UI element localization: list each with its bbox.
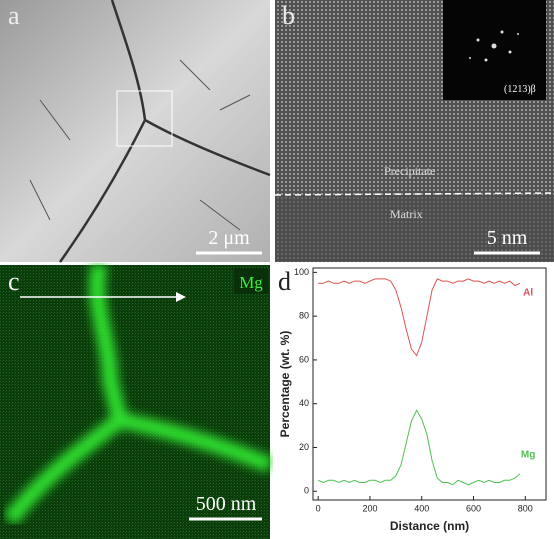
dislocations (29, 59, 251, 231)
annotation: Matrix (390, 207, 423, 221)
scale-bar-label: 500 nm (196, 493, 257, 515)
scale-bar-label: 2 μm (208, 227, 250, 249)
annotation: Precipitate (384, 164, 435, 178)
matrix-region (275, 195, 554, 262)
element-box (234, 268, 268, 294)
panel-label: d (278, 267, 291, 296)
series-label: Al (523, 287, 533, 298)
arrow-head (176, 292, 186, 302)
scale-bar-label: 5 nm (487, 227, 528, 249)
panel-label: c (8, 267, 20, 296)
panel-label: a (8, 1, 20, 30)
y-axis-label: Percentage (wt. %) (278, 331, 292, 438)
grain-boundary (58, 0, 271, 263)
inset-label: (1213)β (504, 84, 536, 95)
panel-d: d 0 20 40 60 80 100 0 200 400 600 800 Distance (nm)… (278, 267, 547, 533)
fft-inset (443, 0, 546, 100)
series-line (318, 409, 521, 486)
y-tick-label: 80 (299, 311, 309, 321)
plot-frame (312, 267, 547, 501)
panel-label: b (282, 1, 295, 30)
interface-line (274, 192, 554, 196)
y-tick-label: 0 (304, 486, 309, 496)
series-line (318, 278, 521, 357)
y-tick-label: 40 (299, 398, 309, 408)
y-tick-label: 20 (299, 442, 309, 452)
panel-c: Mg c 500 nm (0, 265, 270, 539)
eds-map (0, 265, 270, 539)
y-tick-label: 100 (294, 267, 309, 277)
element-label: Mg (239, 273, 263, 292)
mg-signal (10, 265, 270, 520)
y-tick-label: 60 (299, 354, 309, 364)
panel-a: a 2 μm (0, 0, 271, 263)
x-tick-label: 0 (316, 503, 321, 513)
selection-box (116, 90, 173, 147)
fft-spots (469, 30, 519, 62)
x-tick-label: 200 (362, 503, 377, 513)
x-tick-label: 600 (466, 503, 481, 513)
x-axis-label: Distance (nm) (390, 519, 469, 533)
series-label: Mg (521, 450, 535, 461)
x-tick-label: 800 (518, 503, 533, 513)
panel-b: (1213)β Precipitate Matrix b 5 nm (274, 0, 554, 262)
x-tick-label: 400 (414, 503, 429, 513)
